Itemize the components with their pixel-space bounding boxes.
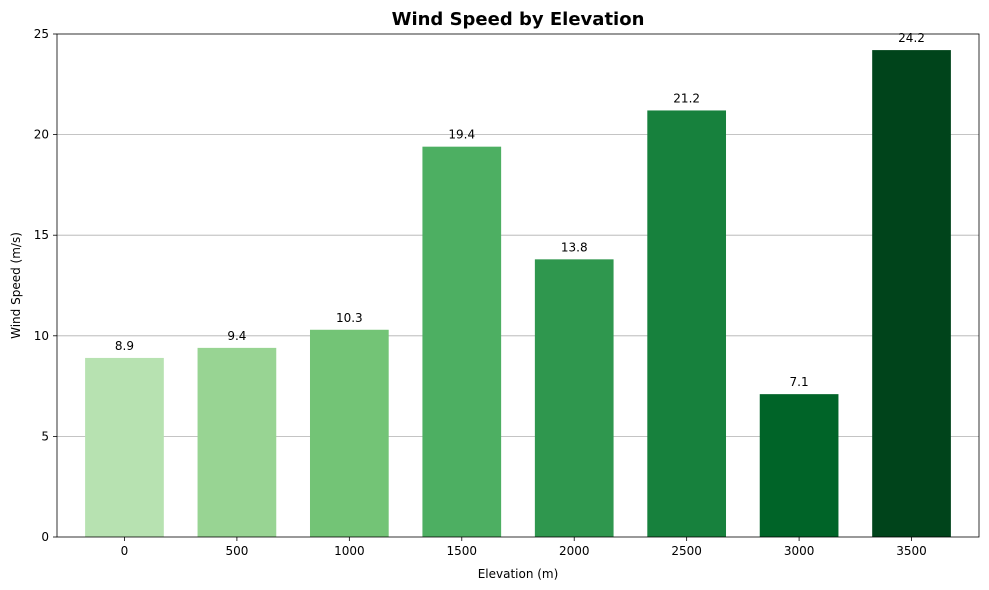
data-label-3000: 7.1: [790, 375, 809, 389]
bar-3000: [759, 394, 839, 537]
y-tick-label: 5: [41, 429, 49, 443]
y-tick-label: 0: [41, 530, 49, 544]
data-label-1500: 19.4: [448, 128, 475, 142]
x-axis-ticks: 0 500 1000 1500 2000 2500 3000 3500: [121, 537, 927, 558]
data-label-500: 9.4: [227, 329, 246, 343]
bar-1000: [309, 329, 389, 537]
data-label-0: 8.9: [115, 339, 134, 353]
data-label-2500: 21.2: [673, 91, 700, 105]
y-tick-label: 15: [34, 228, 49, 242]
y-tick-label: 20: [34, 128, 49, 142]
data-label-2000: 13.8: [561, 240, 588, 254]
x-tick-label-1500: 1500: [447, 544, 478, 558]
y-gridlines: [57, 134, 979, 437]
data-label-3500: 24.2: [898, 31, 925, 45]
x-axis-label: Elevation (m): [478, 567, 559, 581]
x-tick-label-2000: 2000: [559, 544, 590, 558]
y-axis-label: Wind Speed (m/s): [9, 232, 23, 339]
bars: [85, 50, 951, 538]
x-tick-label-3000: 3000: [784, 544, 815, 558]
bar-0: [85, 357, 164, 537]
y-tick-label: 10: [34, 329, 49, 343]
y-axis-ticks: 0 5 10 15 20 25: [34, 27, 57, 544]
y-tick-label: 25: [34, 27, 49, 41]
bar-2000: [534, 259, 614, 537]
data-labels: 8.9 9.4 10.3 19.4 13.8 21.2 7.1 24.2: [115, 31, 925, 389]
x-tick-label-0: 0: [121, 544, 129, 558]
x-tick-label-3500: 3500: [896, 544, 927, 558]
chart-title: Wind Speed by Elevation: [392, 9, 645, 30]
x-tick-label-2500: 2500: [671, 544, 702, 558]
plot-frame: [56, 33, 980, 538]
bar-1500: [422, 146, 502, 537]
bar-2500: [647, 110, 727, 538]
data-label-1000: 10.3: [336, 311, 363, 325]
x-tick-label-500: 500: [225, 544, 248, 558]
bar-3500: [872, 50, 951, 537]
x-tick-label-1000: 1000: [334, 544, 365, 558]
bar-500: [197, 347, 277, 537]
